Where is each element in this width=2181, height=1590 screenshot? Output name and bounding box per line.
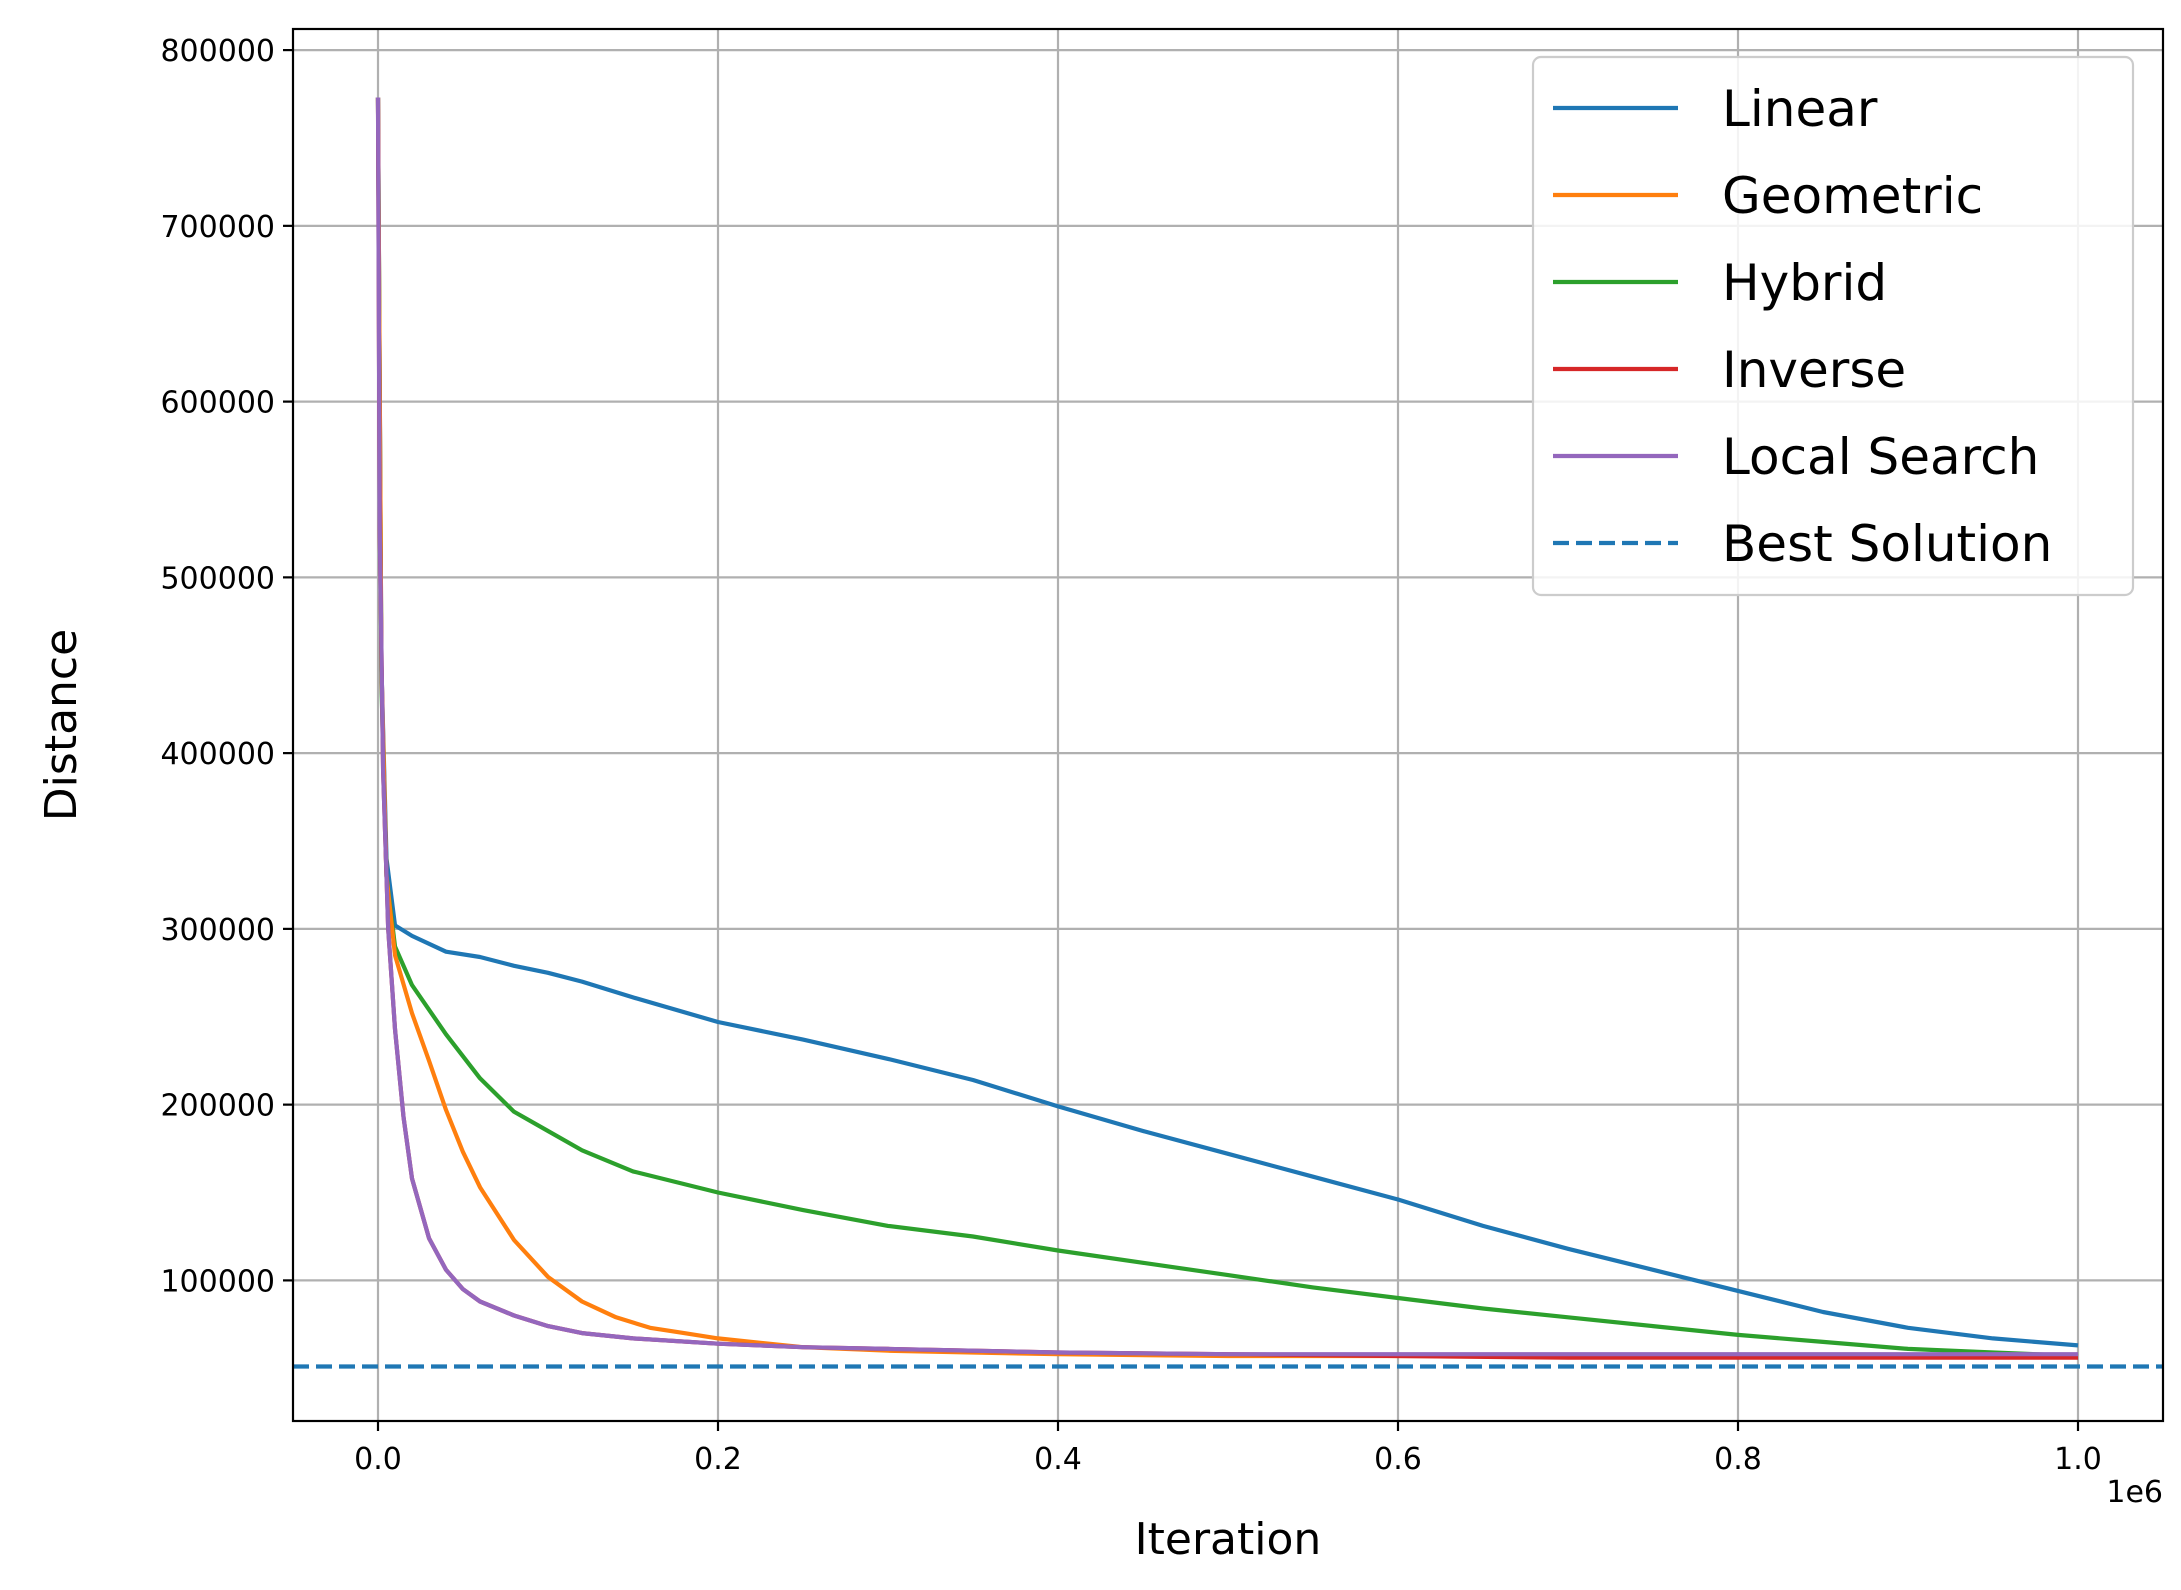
x-tick-label: 0.8 [1714, 1442, 1762, 1477]
y-tick-label: 600000 [160, 386, 275, 421]
x-tick-label: 0.6 [1374, 1442, 1422, 1477]
y-tick-label: 400000 [160, 737, 275, 772]
legend: Linear Geometric Hybrid Inverse Local Search… [1531, 55, 2135, 597]
legend-label-linear: Linear [1722, 80, 1878, 138]
x-tick-label: 0.0 [354, 1442, 402, 1477]
series-layer [293, 97, 2163, 1369]
legend-label-inverse: Inverse [1722, 341, 1906, 399]
y-tick-label: 100000 [160, 1264, 275, 1299]
y-tick-label: 200000 [160, 1089, 275, 1124]
y-tick-label: 500000 [160, 561, 275, 596]
plot-frame [291, 27, 2165, 1423]
legend-label-local-search: Local Search [1722, 428, 2039, 486]
y-tick-label: 700000 [160, 210, 275, 245]
x-axis: 0.0 0.2 0.4 0.6 0.8 1.0 [354, 1421, 2102, 1477]
legend-box [1531, 55, 2135, 597]
x-axis-offset-label: 1e6 [2106, 1475, 2163, 1510]
x-tick-label: 0.4 [1034, 1442, 1082, 1477]
y-tick-label: 300000 [160, 913, 275, 948]
x-tick-label: 1.0 [2054, 1442, 2102, 1477]
x-axis-label: Iteration [1135, 1514, 1322, 1565]
legend-label-geometric: Geometric [1722, 167, 1983, 225]
legend-label-best-solution: Best Solution [1722, 515, 2052, 573]
y-axis: 100000 200000 300000 400000 500000 600000 7000… [160, 34, 293, 1299]
y-axis-label: Distance [36, 629, 87, 821]
series-line-hybrid [375, 97, 2079, 1359]
x-tick-label: 0.2 [694, 1442, 742, 1477]
y-tick-label: 800000 [160, 34, 275, 69]
series-line-linear [375, 97, 2079, 1348]
series-line-local-search [375, 97, 2078, 1357]
legend-label-hybrid: Hybrid [1722, 254, 1887, 312]
